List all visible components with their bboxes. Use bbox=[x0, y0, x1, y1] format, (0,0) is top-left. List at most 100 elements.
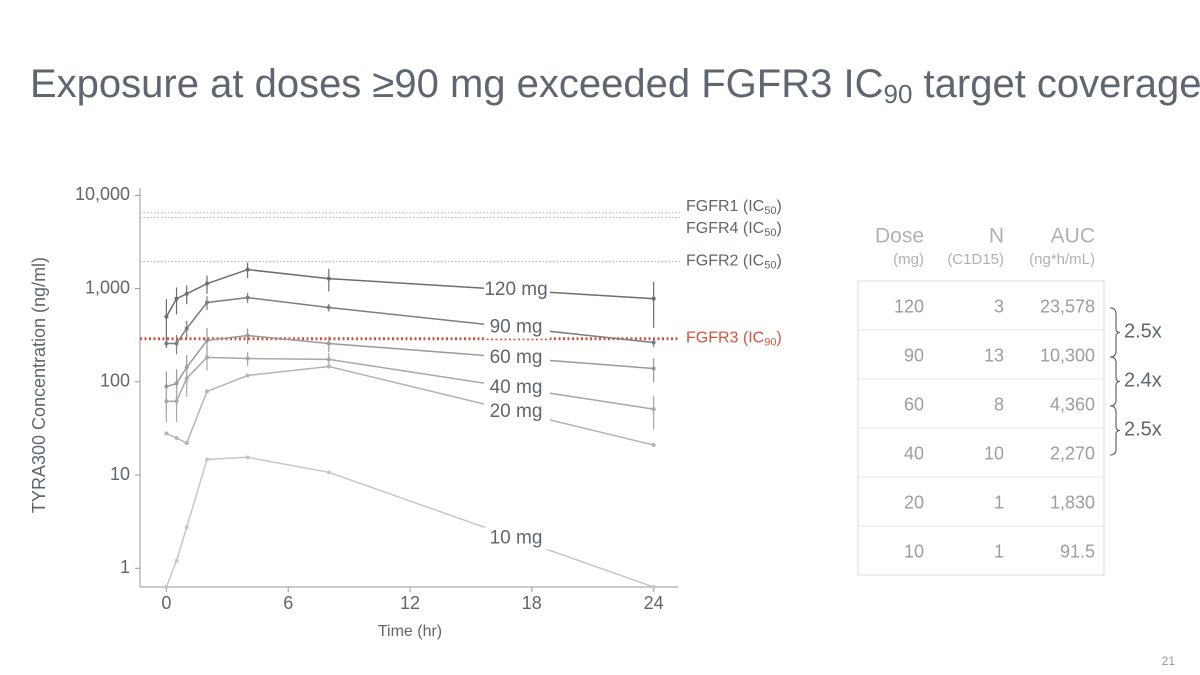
reference-label: FGFR4 (IC50) bbox=[686, 220, 782, 239]
ratio-label: 2.5x bbox=[1124, 321, 1162, 343]
data-point bbox=[204, 389, 209, 394]
data-point bbox=[326, 357, 331, 362]
page-number: 21 bbox=[1162, 654, 1176, 668]
ratio-label: 2.4x bbox=[1124, 370, 1162, 392]
y-axis-label: TYRA300 Concentration (ng/ml) bbox=[29, 257, 49, 513]
x-tick-label: 18 bbox=[522, 593, 542, 613]
ratio-label: 2.5x bbox=[1124, 419, 1162, 441]
table-header-unit: (mg) bbox=[893, 251, 924, 268]
y-tick-label: 1,000 bbox=[85, 277, 130, 297]
data-point bbox=[204, 281, 209, 286]
table-cell: 23,578 bbox=[1040, 297, 1095, 317]
data-point bbox=[651, 443, 656, 448]
x-tick-label: 0 bbox=[161, 593, 171, 613]
data-point bbox=[326, 470, 331, 475]
table-cell: 10,300 bbox=[1040, 346, 1095, 366]
data-point bbox=[174, 381, 179, 386]
table-cell: 1,830 bbox=[1050, 493, 1095, 513]
data-point bbox=[326, 276, 331, 281]
series-label-bg bbox=[484, 279, 550, 302]
title-suffix: target coverage bbox=[912, 62, 1200, 106]
table-cell: 10 bbox=[984, 444, 1004, 464]
reference-label-sub: 50 bbox=[764, 205, 776, 217]
reference-label-suffix: ) bbox=[776, 330, 781, 347]
data-point bbox=[174, 296, 179, 301]
series-label: 40 mg bbox=[490, 377, 543, 398]
data-point bbox=[164, 431, 169, 436]
series-label: 120 mg bbox=[484, 279, 547, 300]
reference-label-suffix: ) bbox=[776, 220, 781, 237]
data-point bbox=[245, 295, 250, 300]
y-tick-label: 10,000 bbox=[75, 184, 130, 204]
y-tick-label: 10 bbox=[110, 464, 130, 484]
table-cell: 90 bbox=[904, 346, 924, 366]
table-cell: 20 bbox=[904, 493, 924, 513]
data-point bbox=[184, 525, 189, 530]
series-label-bg bbox=[484, 527, 550, 550]
reference-label-text: FGFR4 (IC bbox=[686, 220, 764, 237]
data-point bbox=[204, 300, 209, 305]
table-cell: 4,360 bbox=[1050, 395, 1095, 415]
series-label-bg bbox=[484, 377, 550, 400]
data-point bbox=[164, 314, 169, 319]
table-cell: 120 bbox=[894, 297, 924, 317]
data-point bbox=[651, 366, 656, 371]
reference-label-text: FGFR3 (IC bbox=[686, 330, 764, 347]
series-line bbox=[166, 356, 654, 410]
data-point bbox=[164, 585, 169, 589]
series-label: 20 mg bbox=[490, 401, 543, 422]
data-point bbox=[164, 399, 169, 404]
reference-label-suffix: ) bbox=[776, 198, 781, 215]
table-cell: 40 bbox=[904, 444, 924, 464]
reference-label-sub: 90 bbox=[764, 337, 776, 349]
series-label-bg bbox=[484, 346, 550, 369]
series-label: 60 mg bbox=[490, 347, 543, 368]
data-point bbox=[245, 356, 250, 361]
x-tick-label: 6 bbox=[283, 593, 293, 613]
series-line bbox=[166, 365, 654, 446]
series-label-bg bbox=[484, 316, 550, 339]
bracket bbox=[1109, 356, 1121, 407]
bracket bbox=[1109, 405, 1121, 456]
data-point bbox=[651, 407, 656, 412]
data-point bbox=[245, 267, 250, 272]
reference-label-text: FGFR1 (IC bbox=[686, 198, 764, 215]
table-header: Dose bbox=[875, 225, 924, 248]
data-point bbox=[174, 435, 179, 440]
series-label: 10 mg bbox=[490, 527, 543, 548]
series-line bbox=[165, 456, 654, 588]
table-cell: 1 bbox=[994, 542, 1004, 562]
reference-label: FGFR2 (IC50) bbox=[686, 253, 782, 272]
reference-label-suffix: ) bbox=[776, 253, 781, 270]
reference-label-sub: 50 bbox=[764, 259, 776, 271]
table-header: AUC bbox=[1051, 225, 1095, 248]
table-cell: 91.5 bbox=[1060, 542, 1095, 562]
data-point bbox=[326, 364, 331, 369]
data-point bbox=[245, 333, 250, 338]
data-point bbox=[174, 399, 179, 404]
table-cell: 1 bbox=[994, 493, 1004, 513]
table-header: N bbox=[989, 225, 1004, 248]
x-tick-label: 24 bbox=[644, 593, 664, 613]
data-point bbox=[184, 326, 189, 331]
series-label-bg bbox=[484, 400, 550, 423]
slide-title: Exposure at doses ≥90 mg exceeded FGFR3 … bbox=[30, 62, 1200, 109]
data-point bbox=[184, 441, 189, 446]
data-point bbox=[164, 384, 169, 389]
data-point bbox=[245, 373, 250, 378]
data-point bbox=[204, 355, 209, 360]
title-sub: 90 bbox=[883, 79, 912, 109]
y-tick-label: 1 bbox=[120, 557, 130, 577]
x-tick-label: 12 bbox=[400, 593, 420, 613]
data-point bbox=[651, 340, 656, 345]
reference-label-sub: 50 bbox=[764, 227, 776, 239]
data-point bbox=[326, 305, 331, 310]
data-point bbox=[651, 296, 656, 301]
table-header-unit: (C1D15) bbox=[947, 251, 1004, 268]
data-point bbox=[204, 457, 209, 462]
series-line bbox=[165, 268, 654, 318]
table-cell: 13 bbox=[984, 346, 1004, 366]
data-point bbox=[245, 455, 250, 460]
